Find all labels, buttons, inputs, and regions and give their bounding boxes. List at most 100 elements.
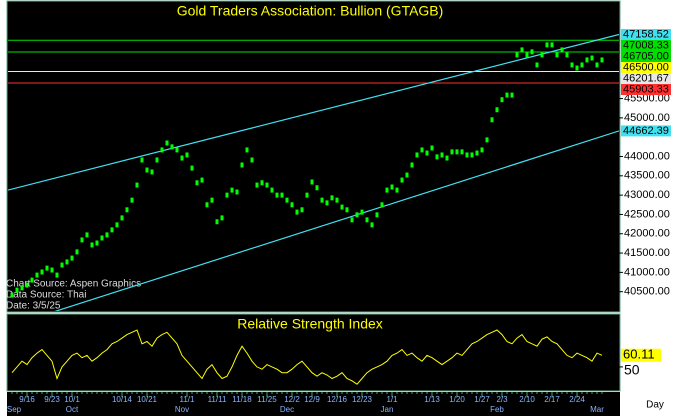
price-point (535, 62, 539, 68)
price-point (385, 187, 389, 193)
price-point (215, 219, 219, 225)
y-tick-label: 43000.00 (624, 189, 670, 201)
price-point (530, 49, 534, 55)
x-tick-label: 9/16 (19, 395, 35, 404)
price-point (490, 117, 494, 123)
price-point (155, 157, 159, 163)
price-point (260, 180, 264, 186)
price-point (70, 255, 74, 261)
price-point (200, 177, 204, 183)
price-point (65, 259, 69, 265)
value-box (621, 62, 671, 74)
price-point (365, 217, 369, 223)
price-point (310, 179, 314, 185)
price-point (465, 152, 469, 158)
value-box-label: 45903.33 (623, 83, 669, 95)
month-label: Sep (7, 405, 22, 414)
price-point (180, 155, 184, 161)
value-box (621, 125, 671, 137)
price-point (540, 52, 544, 58)
price-point (335, 197, 339, 203)
price-point (90, 242, 94, 248)
price-point (170, 144, 174, 150)
price-point (190, 165, 194, 171)
price-point (185, 152, 189, 158)
price-point (480, 147, 484, 153)
chart-title: Gold Traders Association: Bullion (GTAGB… (177, 3, 444, 19)
x-tick-label: 12/2 (284, 395, 300, 404)
price-point (95, 240, 99, 246)
price-point (325, 200, 329, 206)
price-point (425, 150, 429, 156)
value-box (621, 348, 661, 362)
price-point (20, 285, 24, 291)
price-point (315, 185, 319, 191)
price-point (60, 262, 64, 268)
price-point (210, 197, 214, 203)
x-tick-label: 10/21 (137, 395, 158, 404)
price-point (440, 152, 444, 158)
x-tick-label: 2/10 (519, 395, 535, 404)
price-point (40, 269, 44, 275)
price-point (345, 207, 349, 213)
price-point (275, 192, 279, 198)
rsi-line (11, 329, 603, 385)
value-box-label: 44662.39 (623, 125, 669, 137)
price-point (400, 177, 404, 183)
price-point (130, 197, 134, 203)
price-point (290, 202, 294, 208)
price-point (410, 162, 414, 168)
x-tick-label: 10/1 (64, 395, 80, 404)
month-label: Feb (490, 405, 504, 414)
x-tick-label: 1/13 (424, 395, 440, 404)
price-point (280, 192, 284, 198)
price-point (250, 157, 254, 163)
x-tick-label: 1/20 (449, 395, 465, 404)
price-point (45, 265, 49, 271)
price-point (225, 192, 229, 198)
y-tick-label: 44000.00 (624, 150, 670, 162)
price-point (330, 195, 334, 201)
price-point (515, 52, 519, 58)
price-point (550, 42, 554, 48)
x-tick-label: 1/27 (474, 395, 490, 404)
price-point (240, 162, 244, 168)
price-point (565, 52, 569, 58)
price-point (525, 52, 529, 58)
price-point (450, 149, 454, 155)
price-point (35, 272, 39, 278)
price-point (475, 150, 479, 156)
y-tick-label: 41000.00 (624, 266, 670, 278)
y-tick-label: 45000.00 (624, 112, 670, 124)
y-tick-label: 41500.00 (624, 247, 670, 259)
price-point (55, 272, 59, 278)
price-point (575, 65, 579, 71)
x-tick-label: 11/1 (180, 395, 196, 404)
price-point (380, 202, 384, 208)
y-tick-label: 45500.00 (624, 92, 670, 104)
y-tick-label: 43500.00 (624, 170, 670, 182)
price-point (235, 189, 239, 195)
price-point (360, 209, 364, 215)
x-tick-label: 12/16 (327, 395, 348, 404)
price-point (220, 215, 224, 221)
price-point (580, 62, 584, 68)
y-tick-label: 40500.00 (624, 286, 670, 298)
price-point (265, 182, 269, 188)
price-point (245, 147, 249, 153)
price-point (320, 197, 324, 203)
month-label: Nov (175, 405, 189, 414)
x-tick-label: 2/24 (569, 395, 585, 404)
price-point (100, 235, 104, 241)
month-label: Dec (280, 405, 294, 414)
price-point (570, 62, 574, 68)
price-point (85, 232, 89, 238)
value-box-label: 60.11 (623, 347, 655, 362)
price-point (145, 167, 149, 173)
price-point (150, 169, 154, 175)
annotation: Data Source: Thai (6, 290, 86, 301)
price-point (595, 62, 599, 68)
price-point (285, 197, 289, 203)
